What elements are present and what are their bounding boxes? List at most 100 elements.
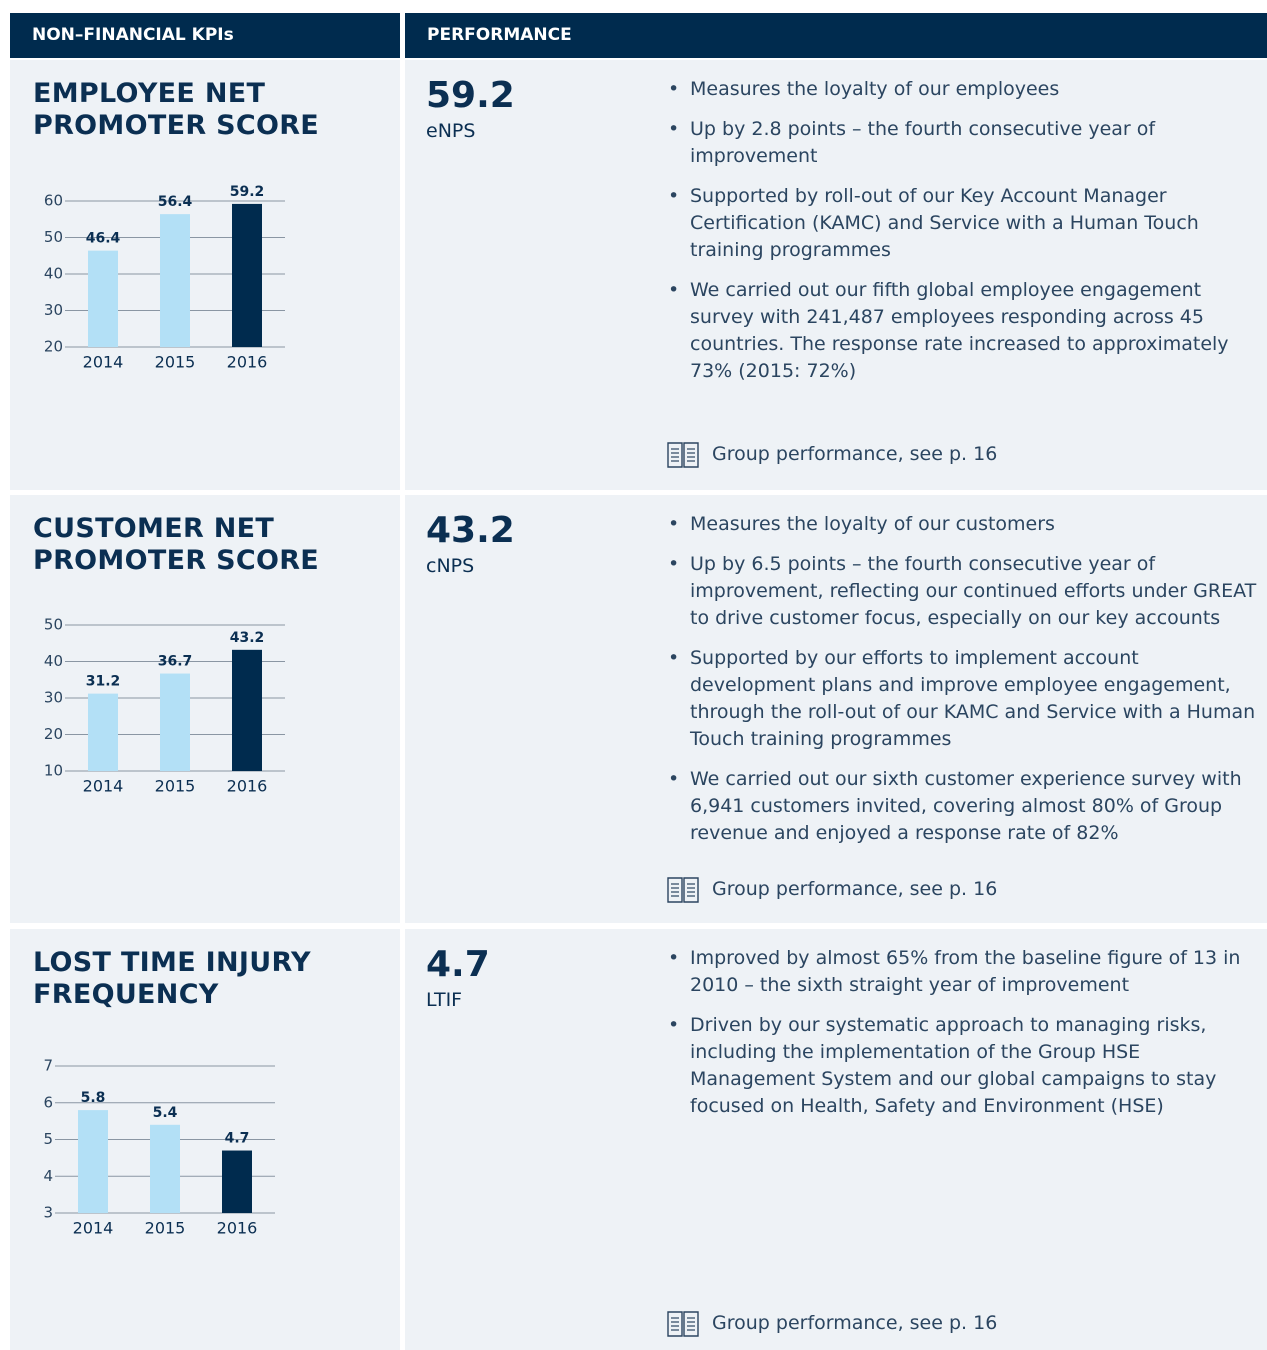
- bar: [160, 673, 190, 771]
- y-tick-label: 30: [44, 689, 63, 707]
- bar-value-label: 4.7: [225, 1131, 250, 1147]
- bullet-dot: •: [668, 118, 680, 140]
- book-outline: [667, 877, 699, 903]
- y-tick-label: 50: [44, 228, 63, 246]
- bullet-text: Driven by our systematic approach to man…: [690, 1014, 1217, 1117]
- book-outline: [667, 442, 699, 468]
- bar-value-label: 43.2: [230, 630, 265, 646]
- kpi-title-line: CUSTOMER NET: [33, 513, 275, 544]
- bullet-text: Supported by our efforts to implement ac…: [690, 647, 1256, 750]
- kpi-title-line: EMPLOYEE NET: [33, 78, 266, 109]
- bullet-text: Supported by roll-out of our Key Account…: [690, 185, 1199, 261]
- bullet-item: • Supported by roll-out of our Key Accoun…: [668, 183, 1258, 264]
- kpi-title-line: FREQUENCY: [33, 979, 219, 1010]
- kpi-value: 59.2: [426, 75, 515, 116]
- bullet-text: Measures the loyalty of our customers: [690, 513, 1055, 535]
- x-tick-label: 2014: [83, 353, 124, 372]
- kpi-title: EMPLOYEE NET PROMOTER SCORE: [33, 78, 319, 142]
- y-tick-label: 5: [43, 1130, 53, 1148]
- bullet-dot: •: [668, 647, 680, 669]
- page-reference: Group performance, see p. 16: [712, 878, 998, 900]
- kpi-unit: LTIF: [426, 989, 463, 1011]
- performance-cell: 4.7 LTIF • Improved by almost 65% from the …: [405, 929, 1267, 1350]
- y-tick-label: 60: [44, 192, 63, 210]
- kpi-value: 43.2: [426, 510, 515, 551]
- bullet-dot: •: [668, 1014, 680, 1036]
- bullet-item: • We carried out our fifth global employe…: [668, 277, 1258, 385]
- page-reference: Group performance, see p. 16: [712, 1312, 998, 1334]
- x-tick-label: 2015: [155, 777, 196, 796]
- bullet-item: • Improved by almost 65% from the baselin…: [668, 945, 1258, 999]
- y-tick-label: 4: [43, 1167, 53, 1185]
- x-tick-label: 2015: [155, 353, 196, 372]
- bullet-text: Up by 2.8 points – the fourth consecutiv…: [690, 118, 1156, 167]
- bar-value-label: 5.4: [153, 1105, 178, 1121]
- bullet-list: • Measures the loyalty of our customers • U…: [668, 511, 1258, 860]
- bullet-text: We carried out our fifth global employee…: [690, 279, 1229, 382]
- bar-value-label: 36.7: [158, 654, 193, 670]
- bullet-list: • Improved by almost 65% from the baselin…: [668, 945, 1258, 1133]
- bar: [78, 1110, 108, 1213]
- x-tick-label: 2016: [227, 353, 268, 372]
- bar-value-label: 5.8: [81, 1090, 106, 1106]
- book-icon: [667, 877, 699, 903]
- bullet-item: • Supported by our efforts to implement a…: [668, 645, 1258, 753]
- x-tick-label: 2014: [83, 777, 124, 796]
- kpi-title: LOST TIME INJURY FREQUENCY: [33, 947, 311, 1011]
- header-performance: PERFORMANCE: [405, 13, 1267, 58]
- bullet-list: • Measures the loyalty of our employees • U…: [668, 76, 1258, 398]
- kpi-unit: eNPS: [426, 120, 476, 142]
- bullet-text: We carried out our sixth customer experi…: [690, 768, 1242, 844]
- bullet-item: • Up by 2.8 points – the fourth consecuti…: [668, 116, 1258, 170]
- bullet-item: • Driven by our systematic approach to ma…: [668, 1012, 1258, 1120]
- bar-chart: 20 30 40 50 60 46.4 2014 56.4 2015 59.2 2016: [44, 184, 285, 372]
- bullet-dot: •: [668, 185, 680, 207]
- y-tick-label: 3: [43, 1204, 53, 1222]
- kpi-title: CUSTOMER NET PROMOTER SCORE: [33, 513, 319, 577]
- y-tick-label: 7: [43, 1057, 53, 1075]
- kpi-cell: EMPLOYEE NET PROMOTER SCORE 20 30 40 50 60 46.4…: [10, 60, 400, 490]
- kpi-cell: LOST TIME INJURY FREQUENCY 3 4 5 6 7 5.8 2014 5.4…: [10, 929, 400, 1350]
- page-reference: Group performance, see p. 16: [712, 443, 998, 465]
- bullet-dot: •: [668, 553, 680, 575]
- bar-chart: 3 4 5 6 7 5.8 2014 5.4 2015 4.7 2016: [43, 1057, 275, 1238]
- performance-cell: 59.2 eNPS • Measures the loyalty of our emp…: [405, 60, 1267, 490]
- y-tick-label: 20: [44, 725, 63, 743]
- bar-value-label: 56.4: [158, 194, 193, 210]
- y-tick-label: 20: [44, 338, 63, 356]
- bar-value-label: 31.2: [86, 674, 121, 690]
- performance-cell: 43.2 cNPS • Measures the loyalty of our cus…: [405, 495, 1267, 923]
- x-tick-label: 2016: [217, 1219, 258, 1238]
- y-tick-label: 10: [44, 762, 63, 780]
- bar: [88, 693, 118, 771]
- bar: [88, 250, 118, 347]
- book-icon: [667, 442, 699, 468]
- bullet-dot: •: [668, 279, 680, 301]
- bullet-item: • We carried out our sixth customer exper…: [668, 766, 1258, 847]
- x-tick-label: 2016: [227, 777, 268, 796]
- bar: [160, 214, 190, 347]
- book-icon: [667, 1311, 699, 1337]
- kpi-cell: CUSTOMER NET PROMOTER SCORE 10 20 30 40 50 31.2…: [10, 495, 400, 923]
- kpi-title-line: LOST TIME INJURY: [33, 947, 311, 978]
- kpi-unit: cNPS: [426, 555, 475, 577]
- bar: [150, 1124, 180, 1213]
- bar-value-label: 46.4: [86, 231, 121, 247]
- y-tick-label: 50: [44, 616, 63, 634]
- bullet-dot: •: [668, 768, 680, 790]
- bar: [232, 649, 262, 771]
- bullet-dot: •: [668, 513, 680, 535]
- x-tick-label: 2014: [73, 1219, 114, 1238]
- bullet-text: Up by 6.5 points – the fourth consecutiv…: [690, 553, 1257, 629]
- bullet-text: Measures the loyalty of our employees: [690, 78, 1060, 100]
- bar: [222, 1150, 252, 1213]
- bullet-item: • Measures the loyalty of our employees: [668, 76, 1258, 103]
- bullet-text: Improved by almost 65% from the baseline…: [690, 947, 1241, 996]
- y-tick-label: 30: [44, 301, 63, 319]
- y-tick-label: 6: [43, 1093, 53, 1111]
- bullet-dot: •: [668, 78, 680, 100]
- kpi-value: 4.7: [426, 944, 490, 985]
- bullet-dot: •: [668, 947, 680, 969]
- bar: [232, 203, 262, 347]
